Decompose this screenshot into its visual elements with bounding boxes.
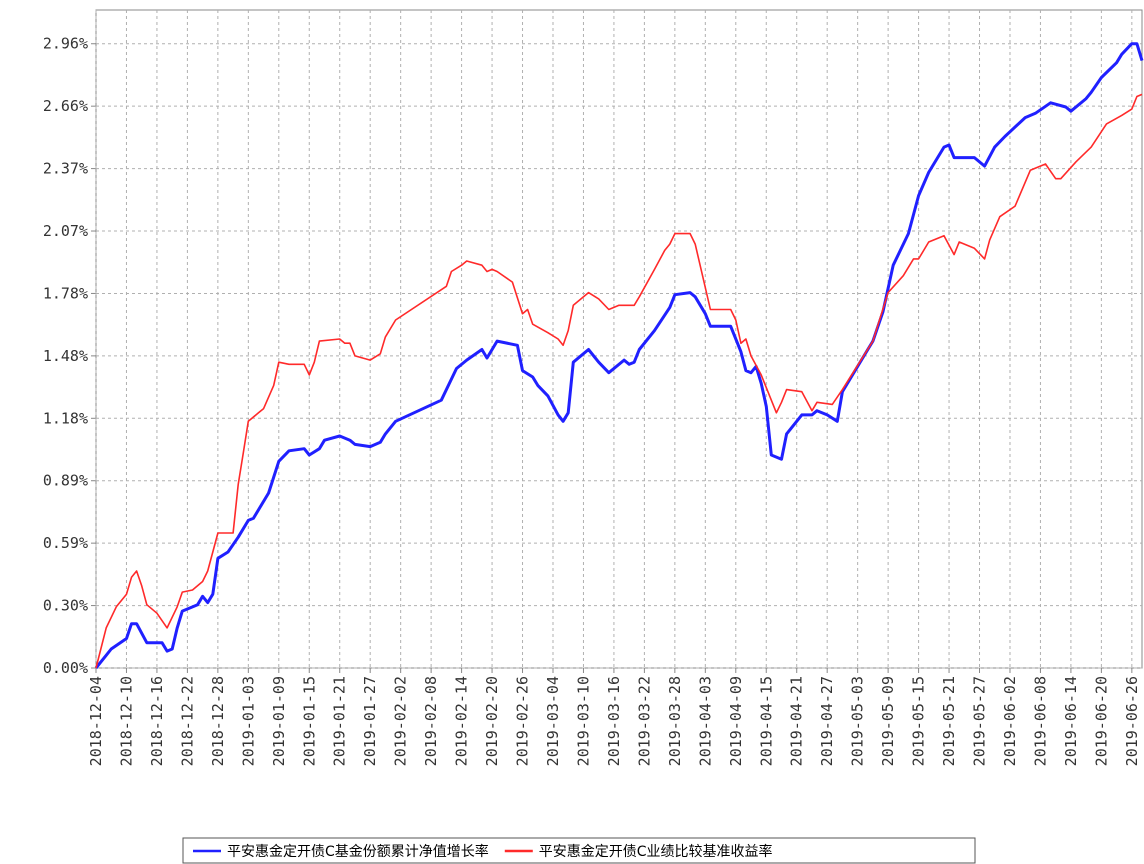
x-tick-label: 2018-12-16 bbox=[148, 676, 166, 766]
x-tick-label: 2019-05-09 bbox=[879, 676, 897, 766]
x-tick-label: 2019-04-15 bbox=[757, 676, 775, 766]
series-line bbox=[94, 42, 1144, 669]
x-tick-label: 2019-06-26 bbox=[1123, 676, 1141, 766]
x-tick-label: 2018-12-28 bbox=[209, 676, 227, 766]
series-line bbox=[95, 93, 1143, 669]
x-tick-label: 2019-05-15 bbox=[910, 676, 928, 766]
x-tick-label: 2019-04-09 bbox=[727, 676, 745, 766]
x-tick-label: 2019-02-14 bbox=[453, 676, 471, 766]
x-tick-label: 2019-02-08 bbox=[422, 676, 440, 766]
plot-area bbox=[95, 9, 1143, 669]
x-tick-label: 2019-03-22 bbox=[635, 676, 653, 766]
legend-box bbox=[182, 837, 976, 864]
legend-label: 平安惠金定开债C业绩比较基准收益率 bbox=[539, 843, 773, 860]
x-tick-label: 2019-02-20 bbox=[483, 676, 501, 766]
y-tick-label: 2.07% bbox=[43, 222, 88, 240]
legend-label: 平安惠金定开债C基金份额累计净值增长率 bbox=[227, 843, 489, 860]
y-tick-label: 1.18% bbox=[43, 409, 88, 427]
y-tick-label: 0.00% bbox=[43, 659, 88, 677]
y-tick-label: 1.48% bbox=[43, 347, 88, 365]
x-tick-label: 2018-12-04 bbox=[87, 676, 105, 766]
x-tick-label: 2019-03-10 bbox=[574, 676, 592, 766]
x-tick-label: 2019-02-02 bbox=[392, 676, 410, 766]
x-tick-label: 2019-03-16 bbox=[605, 676, 623, 766]
x-tick-label: 2019-01-27 bbox=[361, 676, 379, 766]
x-tick-label: 2019-02-26 bbox=[514, 676, 532, 766]
x-tick-label: 2019-01-03 bbox=[239, 676, 257, 766]
x-tick-label: 2018-12-22 bbox=[178, 676, 196, 766]
x-tick-label: 2019-06-14 bbox=[1062, 676, 1080, 766]
y-tick-label: 0.89% bbox=[43, 472, 88, 490]
y-tick-label: 2.96% bbox=[43, 35, 88, 53]
x-tick-label: 2019-01-21 bbox=[331, 676, 349, 766]
x-tick-label: 2019-04-03 bbox=[696, 676, 714, 766]
y-tick-label: 1.78% bbox=[43, 284, 88, 302]
x-tick-label: 2019-04-27 bbox=[818, 676, 836, 766]
x-tick-label: 2019-05-03 bbox=[849, 676, 867, 766]
x-tick-label: 2018-12-10 bbox=[117, 676, 135, 766]
x-tick-label: 2019-06-20 bbox=[1092, 676, 1110, 766]
x-tick-label: 2019-04-21 bbox=[788, 676, 806, 766]
x-tick-label: 2019-03-28 bbox=[666, 676, 684, 766]
y-tick-label: 2.66% bbox=[43, 97, 88, 115]
x-tick-label: 2019-05-27 bbox=[971, 676, 989, 766]
y-tick-label: 2.37% bbox=[43, 160, 88, 178]
x-tick-label: 2019-06-08 bbox=[1031, 676, 1049, 766]
x-tick-label: 2019-05-21 bbox=[940, 676, 958, 766]
x-tick-label: 2019-01-09 bbox=[270, 676, 288, 766]
x-tick-label: 2019-06-02 bbox=[1001, 676, 1019, 766]
y-tick-label: 0.59% bbox=[43, 534, 88, 552]
y-tick-label: 0.30% bbox=[43, 597, 88, 615]
x-tick-label: 2019-01-15 bbox=[300, 676, 318, 766]
x-tick-label: 2019-03-04 bbox=[544, 676, 562, 766]
